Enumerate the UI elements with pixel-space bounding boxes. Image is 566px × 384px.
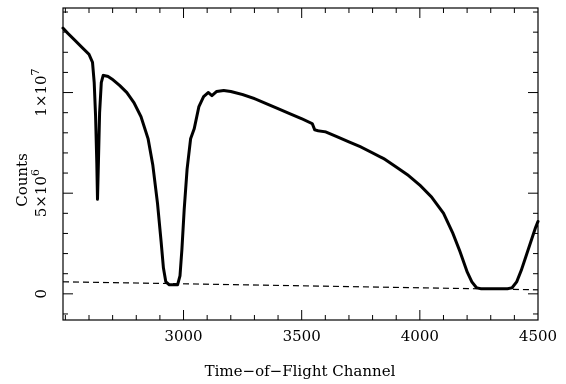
y-tick-label: 1×107 [29,68,50,116]
y-tick-label: 5×106 [29,169,50,217]
x-tick-label: 3500 [283,327,321,345]
x-axis-title: Time−of−Flight Channel [205,362,396,380]
y-tick-label: 0 [32,289,50,299]
series-layer [61,26,540,291]
x-tick-label: 4000 [401,327,439,345]
series-line-1 [61,26,540,291]
x-tick-label: 3000 [164,327,202,345]
y-axis-title: Counts [13,153,31,207]
series-line-2 [62,281,539,291]
x-tick-label: 4500 [519,327,557,345]
plot-area: 3000 3500 4000 4500 0 5×106 1×107 [29,7,557,345]
plot-frame [62,7,539,321]
tick-layer: 3000 3500 4000 4500 0 5×106 1×107 [29,8,557,345]
